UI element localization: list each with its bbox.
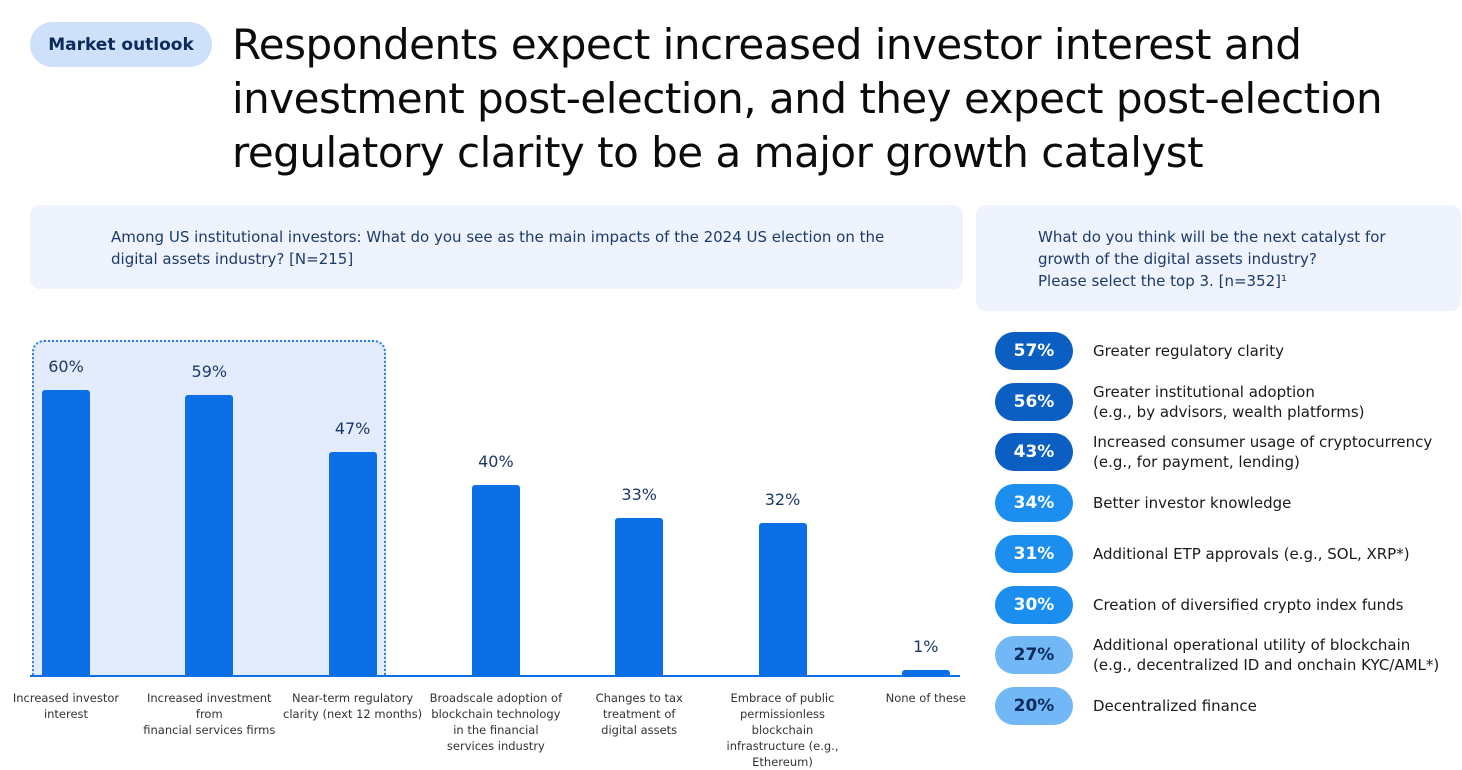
data-label: 40%	[478, 452, 514, 471]
chart-title: Among US institutional investors: What d…	[111, 228, 885, 268]
data-label: 47%	[334, 418, 371, 438]
value-pill: 20%	[995, 686, 1073, 725]
item-label: Additional operational utility of blockc…	[1093, 636, 1440, 675]
value-pill: 30%	[995, 585, 1073, 624]
data-label: 1%	[913, 637, 939, 657]
item-label: Creation of diversified crypto index fun…	[1093, 595, 1404, 614]
data-label: 32%	[764, 490, 801, 509]
x-tick-label: Increased investor interest	[12, 691, 120, 721]
value-pill: 56%	[995, 382, 1073, 421]
data-label: 60%	[48, 357, 84, 376]
value-pill: 27%	[995, 636, 1073, 675]
bar	[328, 451, 377, 675]
item-label: Greater regulatory clarity	[1093, 342, 1284, 360]
data-label: 59%	[191, 361, 228, 381]
data-label: 33%	[621, 485, 657, 505]
item-label: Greater institutional adoption (e.g., by…	[1093, 382, 1365, 421]
question-box	[976, 205, 1461, 311]
question-box	[30, 205, 963, 289]
item-label: Better investor knowledge	[1093, 494, 1292, 513]
tag: Market outlook	[30, 22, 212, 67]
value-pill: 57%	[995, 332, 1073, 370]
x-tick-label: Near-term regulatory clarity (next 12 mo…	[283, 691, 423, 721]
x-tick-label: Broadscale adoption of blockchain techno…	[429, 691, 563, 753]
bar	[185, 394, 234, 675]
item-label: Decentralized finance	[1093, 696, 1257, 715]
value-pill: 34%	[995, 484, 1073, 523]
bar	[758, 523, 807, 675]
item-label: Increased consumer usage of cryptocurren…	[1093, 433, 1433, 472]
bar	[615, 518, 664, 675]
bar	[901, 670, 950, 675]
value-pill: 43%	[995, 433, 1073, 472]
value-pill: 31%	[995, 534, 1073, 573]
item-label: Additional ETP approvals (e.g., SOL, XRP…	[1093, 544, 1410, 563]
bar	[42, 390, 90, 675]
x-axis	[30, 675, 960, 677]
chart-title: What do you think will be the next catal…	[1038, 228, 1386, 290]
x-tick-label: Embrace of public permissionless blockch…	[726, 691, 839, 769]
x-tick-label: Increased investment from financial serv…	[143, 691, 276, 737]
x-tick-label: None of these	[885, 691, 966, 705]
page-title: Respondents expect increased investor in…	[232, 20, 1383, 177]
bar	[471, 485, 520, 675]
x-tick-label: Changes to tax treatment of digital asse…	[595, 691, 683, 737]
